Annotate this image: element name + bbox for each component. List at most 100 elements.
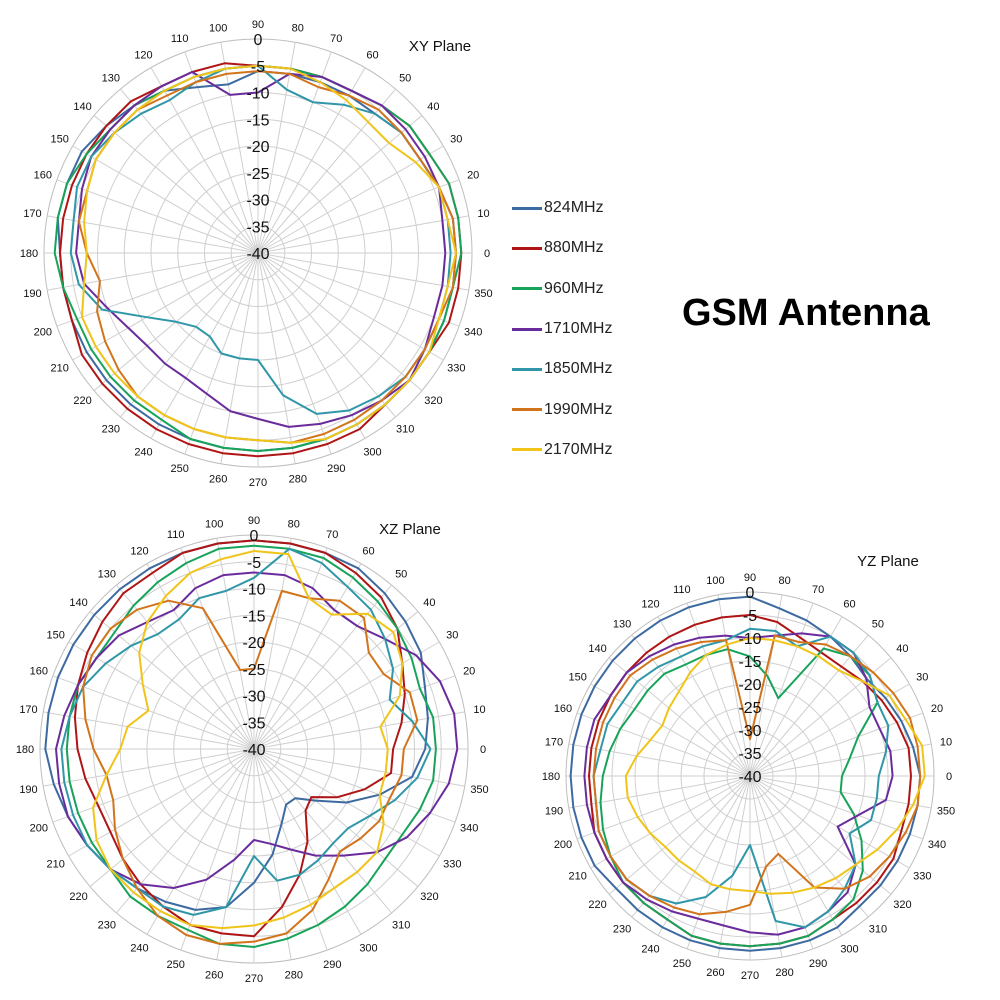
legend-item-1710mhz: 1710MHz bbox=[512, 309, 612, 349]
angle-tick-label-xy-0: 0 bbox=[484, 248, 490, 260]
radial-tick-label-xz-3: -15 bbox=[242, 608, 265, 625]
legend-label: 1710MHz bbox=[544, 320, 613, 338]
angle-tick-label-xz-15: 150 bbox=[47, 630, 65, 642]
polar-chart-xy: 0 10 20 30 40 50 60 70 80 90 100 110 120 130 140 150 160… bbox=[20, 19, 493, 489]
angle-tick-label-xz-3: 30 bbox=[446, 630, 458, 642]
legend-label: 1990MHz bbox=[544, 400, 613, 418]
angle-tick-label-yz-22: 220 bbox=[588, 899, 606, 911]
legend-swatch bbox=[512, 206, 542, 210]
grid-spoke-xz-7 bbox=[253, 547, 328, 750]
angle-tick-label-yz-2: 20 bbox=[931, 703, 943, 715]
grid-spoke-yz-17 bbox=[568, 743, 751, 777]
angle-tick-label-yz-35: 350 bbox=[937, 806, 955, 818]
legend-item-2170mhz: 2170MHz bbox=[512, 430, 612, 470]
grid-spoke-xz-21 bbox=[68, 748, 255, 857]
series-line-xz-1850mhz bbox=[60, 547, 432, 916]
angle-tick-label-xy-3: 30 bbox=[450, 134, 462, 146]
radial-tick-label-xz-8: -40 bbox=[242, 742, 265, 759]
angle-tick-label-yz-4: 40 bbox=[896, 643, 908, 655]
grid-spoke-yz-26 bbox=[717, 775, 751, 958]
grid-spoke-xy-8 bbox=[257, 42, 296, 254]
series-line-xy-1710mhz bbox=[75, 71, 447, 428]
grid-spoke-xz-4 bbox=[253, 611, 419, 750]
angle-tick-label-yz-20: 200 bbox=[554, 839, 572, 851]
grid-spoke-xy-6 bbox=[257, 67, 366, 254]
grid-spoke-xy-14 bbox=[93, 115, 259, 254]
grid-spoke-xy-29 bbox=[257, 252, 332, 455]
grid-spoke-yz-30 bbox=[749, 775, 843, 936]
radial-tick-label-xy-0: 0 bbox=[254, 32, 263, 49]
grid-spoke-xz-32 bbox=[253, 748, 419, 887]
angle-tick-label-xz-19: 190 bbox=[19, 784, 37, 796]
angle-tick-label-yz-9: 90 bbox=[744, 572, 756, 584]
angle-tick-label-yz-25: 250 bbox=[673, 958, 691, 970]
grid-spoke-xy-20 bbox=[56, 252, 259, 327]
angle-tick-label-yz-7: 70 bbox=[812, 584, 824, 596]
radial-tick-label-yz-5: -25 bbox=[738, 700, 761, 717]
angle-tick-label-xy-1: 10 bbox=[477, 208, 489, 220]
radial-tick-label-xz-2: -10 bbox=[242, 582, 265, 599]
plane-title-yz: YZ Plane bbox=[857, 553, 919, 570]
grid-spoke-yz-32 bbox=[749, 775, 892, 895]
angle-tick-label-xz-21: 210 bbox=[47, 859, 65, 871]
angle-tick-label-xy-6: 60 bbox=[366, 50, 378, 62]
grid-spoke-xz-5 bbox=[253, 584, 392, 750]
grid-spoke-xy-11 bbox=[184, 51, 259, 254]
radial-tick-label-xy-6: -30 bbox=[246, 193, 269, 210]
angle-tick-label-yz-15: 150 bbox=[569, 672, 587, 684]
angle-tick-label-xz-30: 300 bbox=[359, 942, 377, 954]
grid-spoke-xz-14 bbox=[89, 611, 255, 750]
series-line-xz-824mhz bbox=[44, 539, 429, 911]
grid-spoke-yz-16 bbox=[576, 712, 751, 777]
grid-spoke-yz-21 bbox=[590, 775, 751, 869]
plane-title-xy: XY Plane bbox=[409, 38, 471, 55]
grid-spoke-xz-2 bbox=[253, 675, 456, 750]
grid-spoke-xy-24 bbox=[150, 252, 259, 439]
angle-tick-label-xz-8: 80 bbox=[288, 519, 300, 531]
angle-tick-label-xy-15: 150 bbox=[51, 134, 69, 146]
angle-tick-label-xy-25: 250 bbox=[171, 463, 189, 475]
angle-tick-label-xy-13: 130 bbox=[102, 73, 120, 85]
radial-tick-label-xz-6: -30 bbox=[242, 689, 265, 706]
grid-spoke-yz-11 bbox=[686, 602, 751, 777]
angle-tick-label-xz-25: 250 bbox=[167, 959, 185, 971]
angle-tick-label-xz-1: 10 bbox=[473, 704, 485, 716]
angle-tick-label-xz-10: 100 bbox=[205, 519, 223, 531]
grid-spoke-yz-22 bbox=[608, 775, 751, 895]
angle-tick-label-yz-34: 340 bbox=[928, 839, 946, 851]
angle-tick-label-xy-34: 340 bbox=[464, 326, 482, 338]
grid-spoke-xz-19 bbox=[43, 748, 255, 787]
grid-spoke-yz-3 bbox=[749, 683, 910, 777]
grid-spoke-yz-33 bbox=[749, 775, 910, 869]
series-line-xz-2170mhz bbox=[92, 550, 404, 930]
grid-spoke-xz-16 bbox=[52, 675, 255, 750]
angle-tick-label-xy-12: 120 bbox=[134, 50, 152, 62]
angle-tick-label-xy-5: 50 bbox=[399, 73, 411, 85]
angle-tick-label-xz-12: 120 bbox=[130, 546, 148, 558]
angle-tick-label-xy-31: 310 bbox=[396, 423, 414, 435]
angle-tick-label-xz-16: 160 bbox=[30, 666, 48, 678]
grid-spoke-yz-4 bbox=[749, 657, 892, 777]
radial-tick-label-yz-3: -15 bbox=[738, 654, 761, 671]
grid-spoke-xy-15 bbox=[72, 145, 259, 254]
angle-tick-label-xz-11: 110 bbox=[167, 529, 185, 541]
grid-spoke-xy-4 bbox=[257, 115, 423, 254]
series-line-xz-1990mhz bbox=[82, 589, 419, 945]
grid-spoke-xy-19 bbox=[47, 252, 259, 291]
legend-item-1990mhz: 1990MHz bbox=[512, 389, 612, 429]
angle-tick-label-yz-12: 120 bbox=[641, 599, 659, 611]
grid-spoke-yz-12 bbox=[657, 616, 751, 777]
polar-chart-yz: 0 10 20 30 40 50 60 70 80 90 100 110 120 130 140 150 160… bbox=[542, 553, 955, 982]
radial-tick-label-xy-2: -10 bbox=[246, 86, 269, 103]
grid-spoke-xz-11 bbox=[180, 547, 255, 750]
angle-tick-label-xy-19: 190 bbox=[23, 288, 41, 300]
angle-tick-label-xy-27: 270 bbox=[249, 477, 267, 489]
grid-spoke-yz-23 bbox=[631, 775, 751, 918]
grid-spoke-xz-24 bbox=[146, 748, 255, 935]
grid-spoke-xz-20 bbox=[52, 748, 255, 823]
angle-tick-label-xy-28: 280 bbox=[289, 474, 307, 486]
legend-label: 960MHz bbox=[544, 279, 604, 297]
grid-spoke-xz-31 bbox=[253, 748, 392, 914]
grid-spoke-xz-34 bbox=[253, 748, 456, 823]
angle-tick-label-xz-17: 170 bbox=[19, 704, 37, 716]
